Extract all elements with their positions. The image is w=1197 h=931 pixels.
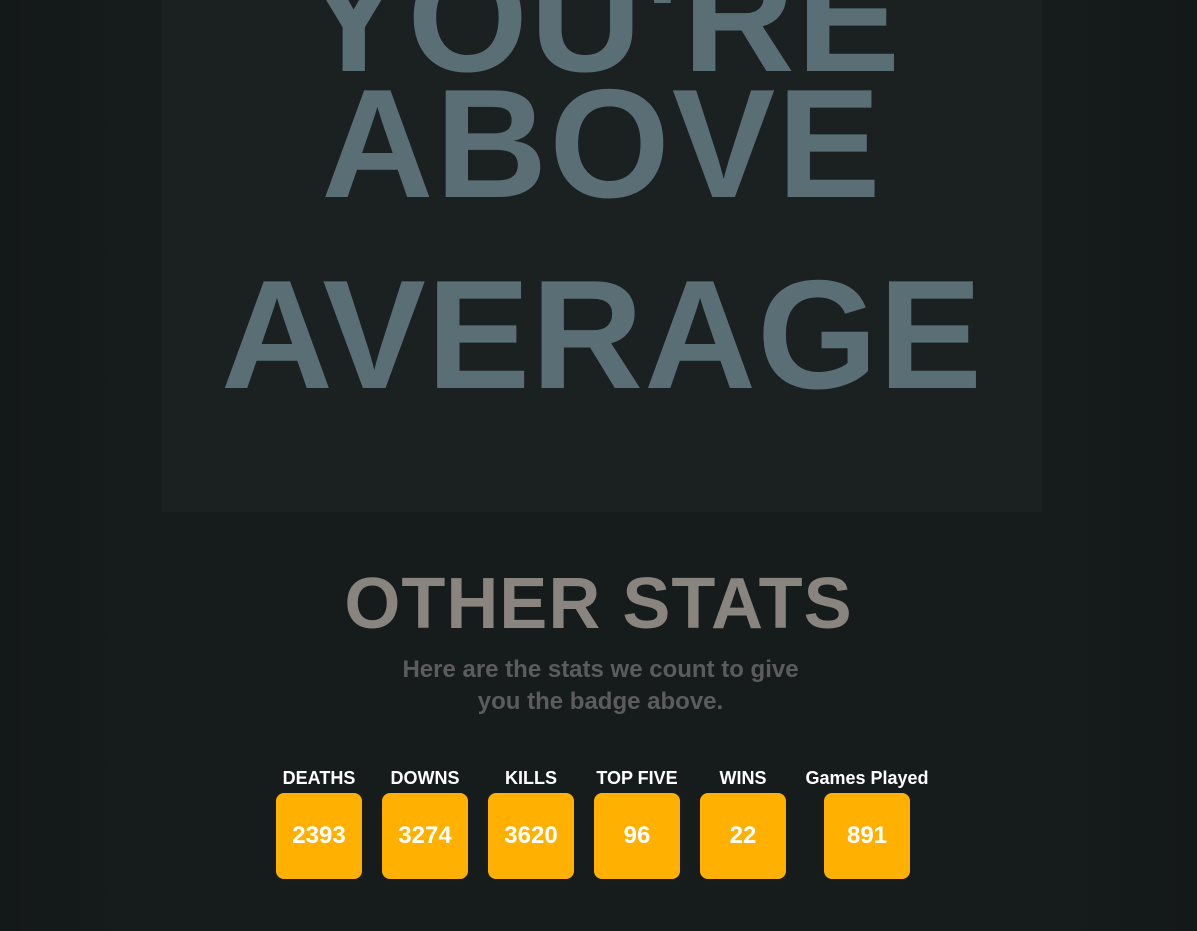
stat-value-games-played: 891 xyxy=(824,793,910,879)
stat-value-top-five: 96 xyxy=(594,793,680,879)
stat-games-played: Games Played 891 xyxy=(797,766,937,879)
badge-hero-card: YOU'RE ABOVE AVERAGE xyxy=(162,0,1042,512)
stat-kills: KILLS 3620 xyxy=(488,766,574,879)
stat-deaths: DEATHS 2393 xyxy=(276,766,362,879)
stat-label-kills: KILLS xyxy=(505,768,557,788)
stat-wins: WINS 22 xyxy=(700,766,786,879)
other-stats-title: OTHER STATS xyxy=(344,564,853,644)
stat-value-wins: 22 xyxy=(700,793,786,879)
stat-downs: DOWNS 3274 xyxy=(382,766,468,879)
stat-value-kills: 3620 xyxy=(488,793,574,879)
stat-top-five: TOP FIVE 96 xyxy=(594,766,680,879)
stat-value-downs: 3274 xyxy=(382,793,468,879)
badge-headline-line-2: ABOVE xyxy=(321,57,883,230)
stat-label-top-five: TOP FIVE xyxy=(596,768,678,788)
stat-label-wins: WINS xyxy=(719,768,767,788)
stat-label-deaths: DEATHS xyxy=(282,768,356,788)
badge-headline-line-1: YOU'RE xyxy=(301,0,903,104)
stat-value-deaths: 2393 xyxy=(276,793,362,879)
other-stats-subtitle: Here are the stats we count to give you … xyxy=(402,656,799,715)
stat-label-downs: DOWNS xyxy=(390,768,460,788)
badge-headline-line-3: AVERAGE xyxy=(220,248,984,421)
stat-label-games-played: Games Played xyxy=(805,768,929,788)
